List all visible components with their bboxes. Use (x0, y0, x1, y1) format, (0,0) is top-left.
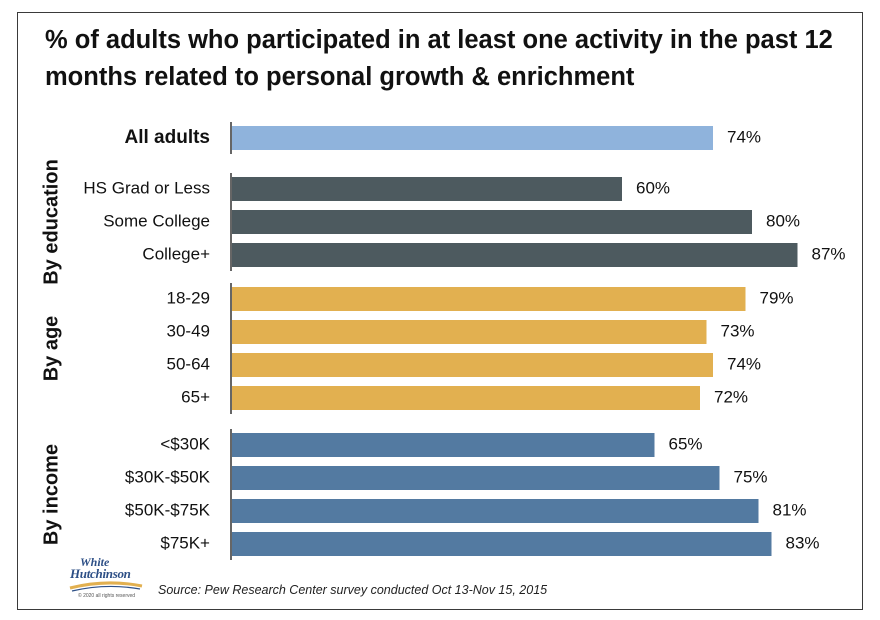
bar-30-49 (232, 320, 707, 344)
category-label-all-adults: All adults (124, 127, 210, 148)
source-note: Source: Pew Research Center survey condu… (158, 583, 548, 597)
chart-title: % of adults who participated in at least… (45, 26, 833, 91)
value-label-50-64: 74% (727, 354, 761, 373)
bar-hs-grad-or-less (232, 177, 622, 201)
value-label-30k-50k: 75% (734, 467, 768, 486)
value-label-all-adults: 74% (727, 127, 761, 146)
category-label-hs-grad-or-less: HS Grad or Less (83, 178, 210, 197)
value-label-30k: 65% (669, 434, 703, 453)
bar-50-64 (232, 353, 713, 377)
group-label-by-education: By education (40, 159, 62, 285)
bar-30k (232, 433, 655, 457)
category-label-30-49: 30-49 (167, 321, 210, 340)
value-label-75k: 83% (786, 533, 820, 552)
category-label-some-college: Some College (103, 211, 210, 230)
category-label-50-64: 50-64 (167, 354, 210, 373)
white-hutchinson-logo: White Hutchinson © 2020 all rights reser… (68, 555, 146, 603)
value-label-college: 87% (812, 244, 846, 263)
logo-copyright: © 2020 all rights reserved (78, 593, 136, 599)
bar-75k (232, 532, 772, 556)
bar-18-29 (232, 287, 746, 311)
value-label-65: 72% (714, 387, 748, 406)
logo-text-hutchinson: Hutchinson (70, 566, 131, 581)
category-label-65: 65+ (181, 387, 210, 406)
bar-65 (232, 386, 700, 410)
bar-all-adults (232, 126, 713, 150)
logo-text-white: White (80, 555, 110, 569)
category-label-75k: $75K+ (160, 533, 210, 552)
group-label-by-income: By income (40, 444, 62, 545)
category-label-college: College+ (142, 244, 210, 263)
logo-swoosh-icon (69, 581, 143, 592)
value-label-hs-grad-or-less: 60% (636, 178, 670, 197)
bar-college (232, 243, 798, 267)
bar-50k-75k (232, 499, 759, 523)
value-label-30-49: 73% (721, 321, 755, 340)
category-label-30k-50k: $30K-$50K (125, 467, 211, 486)
group-label-by-age: By age (40, 316, 62, 382)
value-label-50k-75k: 81% (773, 500, 807, 519)
value-label-some-college: 80% (766, 211, 800, 230)
category-label-30k: <$30K (160, 434, 210, 453)
bar-30k-50k (232, 466, 720, 490)
category-label-18-29: 18-29 (167, 288, 210, 307)
category-label-50k-75k: $50K-$75K (125, 500, 211, 519)
value-label-18-29: 79% (760, 288, 794, 307)
bar-some-college (232, 210, 752, 234)
